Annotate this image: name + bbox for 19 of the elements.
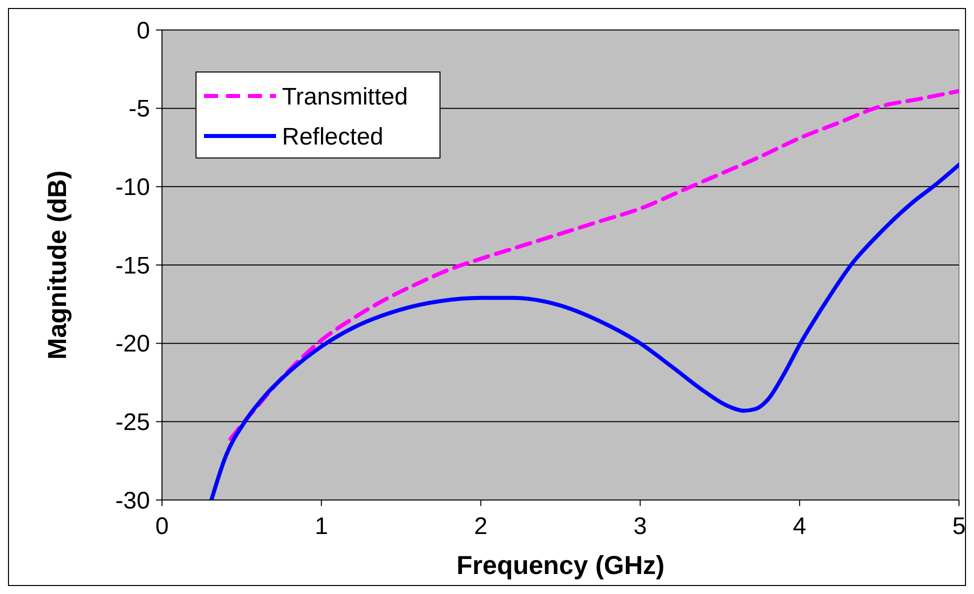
line-series [228, 89, 959, 441]
x-tick-label: 1 [314, 513, 328, 540]
line-series [209, 162, 959, 500]
y-tick-label: -25 [115, 409, 150, 436]
x-tick-label: 0 [155, 513, 169, 540]
y-tick-label: -5 [128, 96, 150, 123]
x-tick-label: 5 [952, 513, 966, 540]
y-tick-label: -10 [115, 174, 150, 202]
legend-label: Reflected [282, 123, 384, 150]
y-tick-label: -30 [115, 487, 150, 514]
y-tick-label: -20 [115, 330, 150, 358]
x-tick-label: 2 [474, 513, 488, 540]
x-tick-label: 4 [792, 513, 806, 540]
x-axis-title: Frequency (GHz) [456, 550, 665, 580]
y-tick-label: -15 [115, 252, 150, 280]
x-tick-label: 3 [634, 513, 647, 540]
y-tick-label: 0 [136, 17, 150, 44]
y-axis-title: Magnitude (dB) [42, 170, 72, 360]
legend-label: Transmitted [282, 83, 408, 110]
